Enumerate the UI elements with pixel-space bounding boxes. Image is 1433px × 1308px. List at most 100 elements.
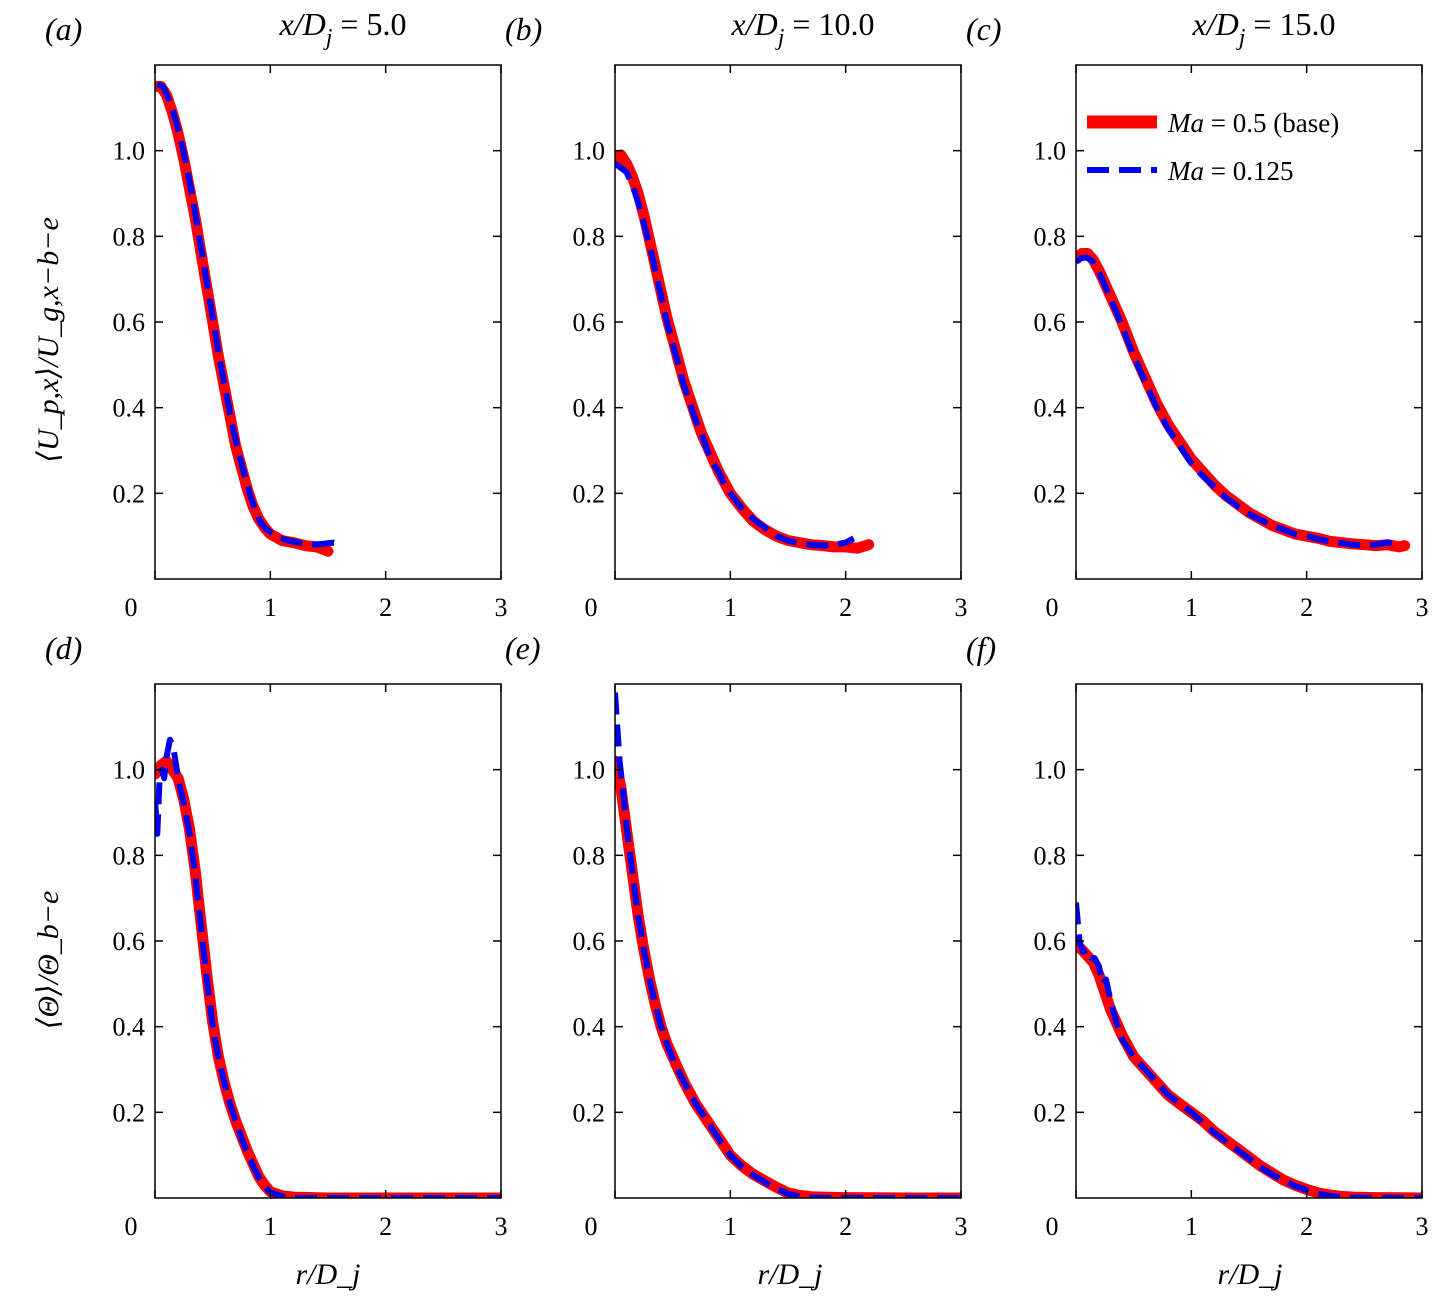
panel-d-xtick-label-3: 3 xyxy=(495,1212,508,1241)
panel-c-title: x/Dj = 15.0 xyxy=(1192,6,1336,51)
panel-c-xtick-label-2: 2 xyxy=(1300,593,1313,622)
x-axis-label-d: r/D_j xyxy=(295,1258,360,1291)
panel-f-label: (f) xyxy=(966,630,996,666)
panel-e-frame xyxy=(614,683,962,1199)
panel-a-title: x/Dj = 5.0 xyxy=(279,6,407,51)
panel-c-line-ma0125 xyxy=(1076,254,1400,549)
panel-d-line-ma0125 xyxy=(155,736,501,1198)
panel-e-label: (e) xyxy=(505,630,541,666)
panel-c-ytick-label-2: 0.6 xyxy=(1034,308,1067,337)
panel-f-xtick-label-2: 2 xyxy=(1300,1212,1313,1241)
panel-f-line-ma0125 xyxy=(1076,902,1422,1198)
panel-c-ytick-label-3: 0.8 xyxy=(1034,222,1067,251)
panel-e-xtick-label-0: 0 xyxy=(585,1212,598,1241)
panel-d-ytick-label-3: 0.8 xyxy=(113,841,146,870)
panel-a-line-base xyxy=(155,80,334,557)
panel-f-ytick-label-1: 0.4 xyxy=(1034,1013,1067,1042)
legend-label-ma0125-suffix: = 0.125 xyxy=(1204,156,1293,186)
panel-d-ytick-label-0: 0.2 xyxy=(113,1098,146,1127)
panel-a-xtick-label-2: 2 xyxy=(379,593,392,622)
panel-b-ytick-label-0: 0.2 xyxy=(573,479,606,508)
legend: Ma = 0.5 (base) Ma = 0.125 xyxy=(1087,108,1339,186)
panel-c-xtick-label-1: 1 xyxy=(1185,593,1198,622)
panel-d-xtick-label-0: 0 xyxy=(125,1212,138,1241)
panel-c-label: (c) xyxy=(966,11,1002,47)
panel-e-xtick-label-1: 1 xyxy=(724,1212,737,1241)
panel-d-xtick-label-1: 1 xyxy=(264,1212,277,1241)
y-axis-label-top: ⟨U_p,x⟩/U_g,x−b−e xyxy=(32,217,65,463)
panel-c-xtick-label-3: 3 xyxy=(1416,593,1429,622)
panel-d-label: (d) xyxy=(45,630,82,666)
panel-a-line-ma0125 xyxy=(156,81,341,548)
panel-e-ytick-label-0: 0.2 xyxy=(573,1098,606,1127)
panel-e-ytick-label-2: 0.6 xyxy=(573,927,606,956)
panel-b-line-base xyxy=(615,149,875,554)
panel-f-ytick-label-0: 0.2 xyxy=(1034,1098,1067,1127)
panel-a-ytick-label-1: 0.4 xyxy=(113,394,146,423)
panel-a-frame xyxy=(154,64,502,580)
panel-b-label: (b) xyxy=(505,11,542,47)
panel-a-xtick-label-1: 1 xyxy=(264,593,277,622)
panel-f-ytick-label-4: 1.0 xyxy=(1034,756,1067,785)
panel-e-xtick-label-2: 2 xyxy=(839,1212,852,1241)
panel-c-xtick-label-0: 0 xyxy=(1046,593,1059,622)
panel-d-series-group xyxy=(155,736,501,1198)
panel-a: 0 1 2 3 0.2 0.4 0.6 0.8 1.0 (a) x/Dj = 5.0 xyxy=(45,6,508,622)
panel-f-ytick-label-3: 0.8 xyxy=(1034,841,1067,870)
y-axis-label-bottom-text: ⟨Θ⟩/Θ_b−e xyxy=(32,891,65,1030)
panel-b-xtick-label-0: 0 xyxy=(585,593,598,622)
panel-b-ytick-label-4: 1.0 xyxy=(573,137,606,166)
legend-label-base-suffix: = 0.5 (base) xyxy=(1204,108,1339,138)
x-axis-label-e: r/D_j xyxy=(757,1258,822,1291)
panel-e-series-group xyxy=(615,692,961,1198)
panel-a-ytick-label-0: 0.2 xyxy=(113,479,146,508)
panel-c-ytick-label-4: 1.0 xyxy=(1034,137,1067,166)
panel-b-ytick-label-3: 0.8 xyxy=(573,222,606,251)
panel-a-ytick-label-3: 0.8 xyxy=(113,222,146,251)
panel-d-ytick-label-2: 0.6 xyxy=(113,927,146,956)
panel-e-line-ma0125 xyxy=(615,692,961,1198)
panel-f-ytick-label-2: 0.6 xyxy=(1034,927,1067,956)
panel-c-series-group xyxy=(1076,248,1411,553)
panels: 0 1 2 30.20.40.60.81.0(a) x/Dj = 5.00 1 2 30.20… xyxy=(45,6,1429,1241)
legend-label-ma0125: Ma = 0.125 xyxy=(1167,156,1293,186)
panel-c-ytick-label-1: 0.4 xyxy=(1034,394,1067,423)
y-axis-label-top-text: ⟨U_p,x⟩/U_g,x−b−e xyxy=(32,217,65,463)
y-axis-label-bottom: ⟨Θ⟩/Θ_b−e xyxy=(32,891,65,1030)
legend-label-ma0125-prefix: Ma xyxy=(1167,156,1204,186)
panel-d-ytick-label-1: 0.4 xyxy=(113,1013,146,1042)
panel-e-ytick-label-1: 0.4 xyxy=(573,1013,606,1042)
panel-b-xtick-label-2: 2 xyxy=(839,593,852,622)
panel-e-xtick-label-3: 3 xyxy=(955,1212,968,1241)
panel-b-ytick-label-1: 0.4 xyxy=(573,394,606,423)
panel-e: 0 1 2 3 0.2 0.4 0.6 0.8 1.0 (e) xyxy=(505,630,968,1241)
panel-f: 0 1 2 3 0.2 0.4 0.6 0.8 1.0 (f) xyxy=(966,630,1429,1241)
panel-b-title: x/Dj = 10.0 xyxy=(731,6,875,51)
panel-b-ytick-label-2: 0.6 xyxy=(573,308,606,337)
panel-a-series-group xyxy=(155,80,341,557)
legend-label-base: Ma = 0.5 (base) xyxy=(1167,108,1339,138)
panel-b-series-group xyxy=(615,149,875,554)
panel-f-frame xyxy=(1075,683,1423,1199)
panel-d-ytick-label-4: 1.0 xyxy=(113,756,146,785)
panel-c-line-base xyxy=(1076,248,1411,553)
panel-a-xtick-label-0: 0 xyxy=(125,593,138,622)
panel-a-label: (a) xyxy=(45,11,82,47)
x-axis-label-f: r/D_j xyxy=(1217,1258,1282,1291)
panel-c-ytick-label-0: 0.2 xyxy=(1034,479,1067,508)
panel-a-ytick-label-2: 0.6 xyxy=(113,308,146,337)
panel-b: 0 1 2 3 0.2 0.4 0.6 0.8 1.0 (b) x/Dj = 10.0 xyxy=(505,6,968,622)
panel-c: 0 1 2 3 0.2 0.4 0.6 0.8 1.0 (c) x/Dj = 15.0 xyxy=(966,6,1429,622)
panel-b-line-ma0125 xyxy=(615,161,856,549)
panel-f-xtick-label-0: 0 xyxy=(1046,1212,1059,1241)
panel-f-series-group xyxy=(1076,902,1422,1198)
panel-e-line-base xyxy=(615,755,961,1198)
panel-d: 0 1 2 3 0.2 0.4 0.6 0.8 1.0 (d) xyxy=(45,630,508,1241)
panel-e-ytick-label-3: 0.8 xyxy=(573,841,606,870)
panel-b-xtick-label-1: 1 xyxy=(724,593,737,622)
panel-e-ytick-label-4: 1.0 xyxy=(573,756,606,785)
panel-f-xtick-label-1: 1 xyxy=(1185,1212,1198,1241)
panel-b-xtick-label-3: 3 xyxy=(955,593,968,622)
panel-f-xtick-label-3: 3 xyxy=(1416,1212,1429,1241)
